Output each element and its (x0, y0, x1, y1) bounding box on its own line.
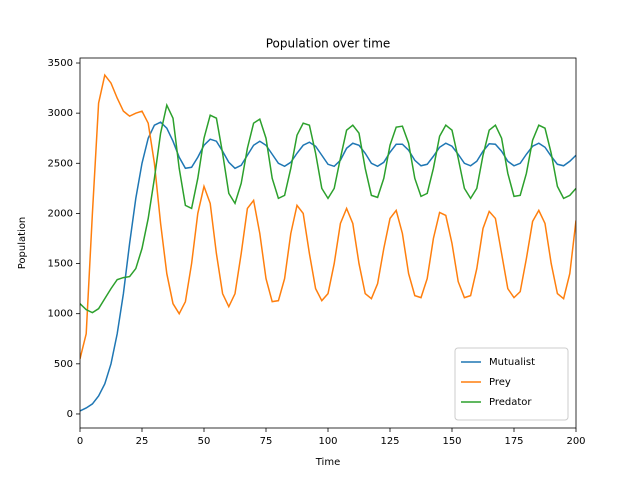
y-tick-label: 1500 (48, 259, 73, 270)
y-tick-label: 1000 (48, 309, 73, 320)
y-tick-label: 3500 (48, 58, 73, 69)
legend-box (454, 347, 569, 421)
y-tick-label: 0 (67, 409, 73, 420)
series-line (80, 73, 576, 359)
y-axis-label: Population (17, 217, 28, 270)
plot-frame (79, 57, 577, 429)
chart-title: Population over time (266, 37, 391, 51)
series-line (80, 102, 576, 314)
x-tick-label: 175 (504, 436, 523, 447)
y-tick-label: 2000 (48, 208, 73, 219)
x-tick-label: 75 (260, 436, 273, 447)
x-tick-label: 25 (136, 436, 149, 447)
x-axis-label: Time (315, 457, 340, 468)
x-tick-label: 100 (318, 436, 337, 447)
x-tick-label: 150 (442, 436, 461, 447)
legend-label: Predator (489, 397, 532, 408)
y-tick-label: 3000 (48, 108, 73, 119)
x-tick-label: 50 (198, 436, 211, 447)
x-tick-label: 200 (566, 436, 585, 447)
y-tick-label: 2500 (48, 158, 73, 169)
y-tick-label: 500 (54, 359, 73, 370)
legend-label: Mutualist (489, 357, 535, 368)
x-tick-label: 125 (380, 436, 399, 447)
legend-label: Prey (489, 377, 511, 388)
x-tick-label: 0 (77, 436, 83, 447)
